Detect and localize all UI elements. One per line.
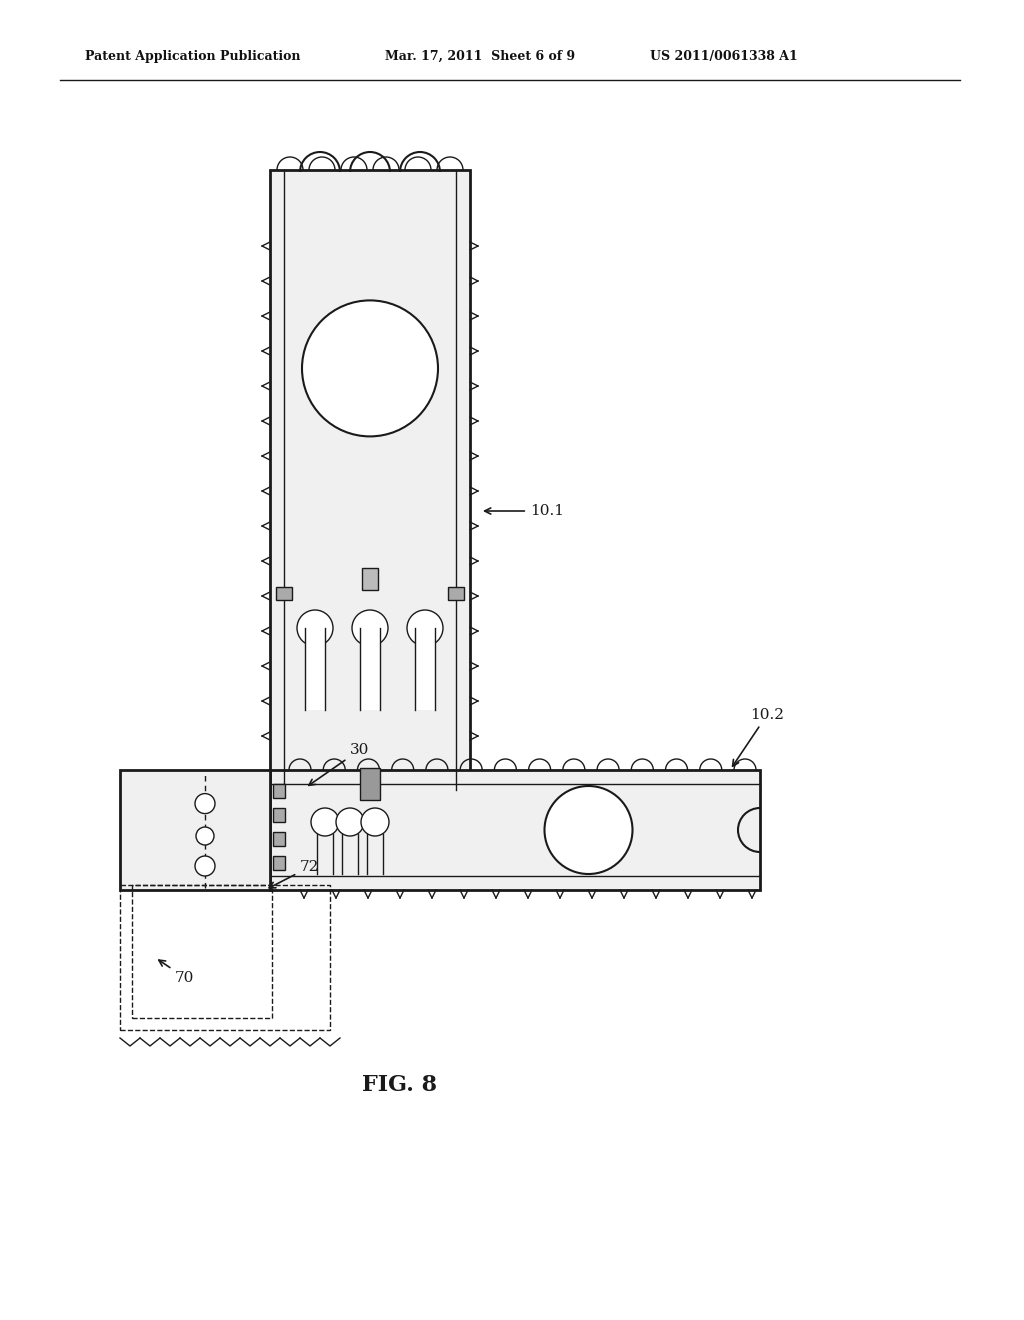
- Circle shape: [195, 855, 215, 876]
- Bar: [362, 568, 378, 590]
- Bar: [360, 628, 380, 710]
- Circle shape: [311, 808, 339, 836]
- Bar: [273, 808, 285, 822]
- Circle shape: [195, 793, 215, 813]
- Text: Patent Application Publication: Patent Application Publication: [85, 50, 300, 63]
- Bar: [273, 855, 285, 870]
- Bar: [132, 884, 272, 1018]
- Bar: [276, 587, 292, 601]
- Bar: [120, 770, 270, 890]
- Bar: [449, 587, 464, 601]
- Bar: [305, 628, 325, 710]
- Circle shape: [302, 301, 438, 437]
- Bar: [273, 784, 285, 799]
- Bar: [120, 884, 330, 1030]
- Bar: [270, 770, 760, 890]
- Bar: [360, 768, 380, 800]
- Circle shape: [352, 610, 388, 645]
- Text: Mar. 17, 2011  Sheet 6 of 9: Mar. 17, 2011 Sheet 6 of 9: [385, 50, 575, 63]
- Text: 10.1: 10.1: [484, 504, 564, 517]
- Text: FIG. 8: FIG. 8: [362, 1074, 437, 1096]
- Text: 30: 30: [309, 743, 370, 785]
- Circle shape: [407, 610, 443, 645]
- Text: US 2011/0061338 A1: US 2011/0061338 A1: [650, 50, 798, 63]
- Text: 72: 72: [269, 861, 319, 888]
- Text: 70: 70: [159, 960, 195, 985]
- Circle shape: [545, 785, 633, 874]
- Text: 10.2: 10.2: [732, 708, 784, 766]
- Circle shape: [196, 828, 214, 845]
- Circle shape: [336, 808, 364, 836]
- Circle shape: [361, 808, 389, 836]
- Bar: [273, 832, 285, 846]
- Bar: [415, 628, 435, 710]
- Bar: [270, 170, 470, 789]
- Circle shape: [297, 610, 333, 645]
